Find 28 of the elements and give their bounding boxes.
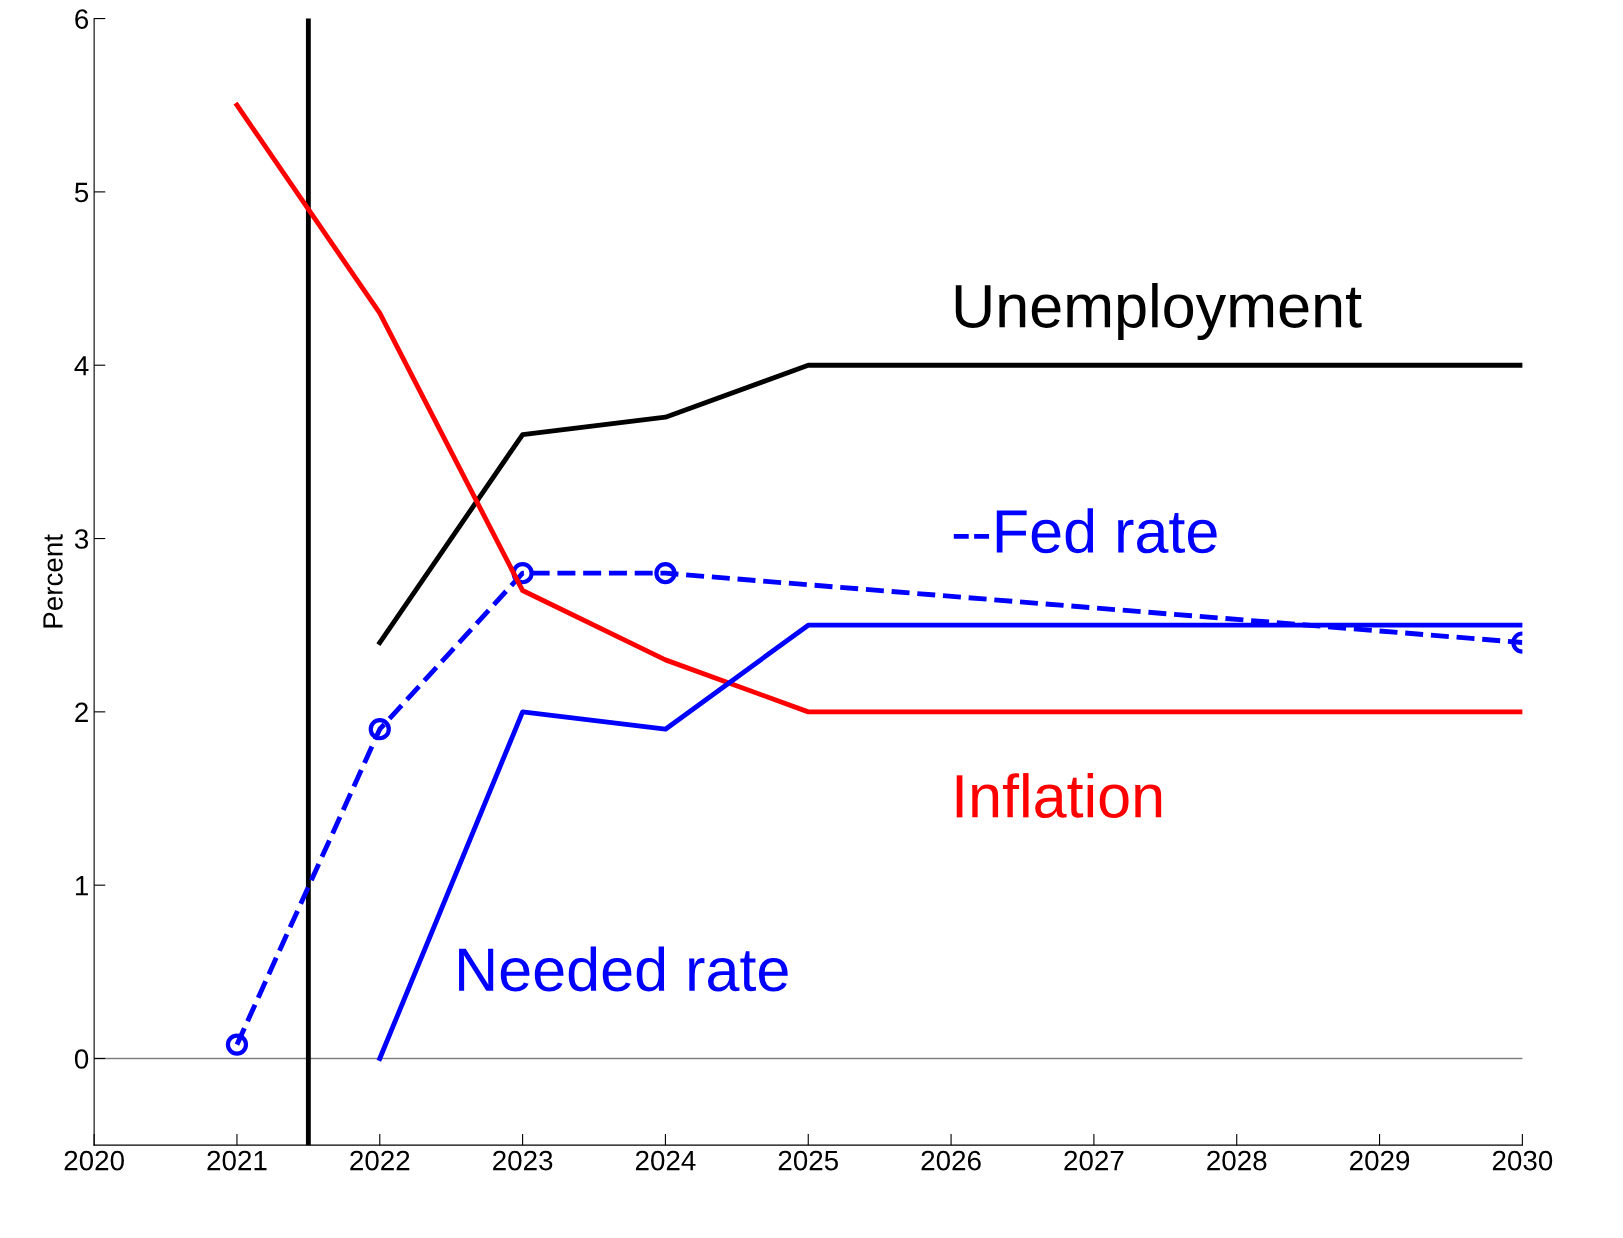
line-series bbox=[377, 362, 1523, 645]
y-tick-label: 0 bbox=[74, 1049, 89, 1069]
series-label: Inflation bbox=[956, 773, 1162, 818]
x-tick-label: 2026 bbox=[921, 1150, 981, 1171]
y-axis-title: Percent bbox=[43, 534, 63, 628]
x-tick-label: 2025 bbox=[778, 1150, 838, 1171]
x-tick-label: 2030 bbox=[1492, 1150, 1553, 1171]
point bbox=[654, 562, 677, 585]
series-label: --Fed rate bbox=[953, 508, 1217, 554]
point bbox=[368, 718, 391, 741]
y-tick-label: 1 bbox=[75, 876, 88, 896]
series-label: Unemployment bbox=[955, 283, 1362, 340]
x-tick-label: 2022 bbox=[350, 1150, 410, 1171]
y-tick-label: 4 bbox=[74, 356, 89, 376]
y-tick-label: 2 bbox=[75, 702, 88, 722]
x-tick-label: 2023 bbox=[493, 1150, 553, 1171]
x-tick-label: 2024 bbox=[635, 1150, 696, 1171]
x-tick-label: 2029 bbox=[1350, 1150, 1410, 1171]
x-tick-label: 2020 bbox=[64, 1150, 124, 1171]
x-tick-label: 2028 bbox=[1207, 1150, 1267, 1171]
x-tick-label: 2027 bbox=[1064, 1150, 1124, 1171]
x-tick-label: 2021 bbox=[207, 1150, 267, 1171]
y-tick-label: 6 bbox=[75, 9, 89, 29]
series-label: Needed rate bbox=[459, 946, 788, 992]
line-series bbox=[234, 102, 1523, 715]
y-tick-label: 5 bbox=[74, 182, 89, 203]
point bbox=[225, 1033, 249, 1056]
y-tick-label: 3 bbox=[74, 529, 89, 549]
